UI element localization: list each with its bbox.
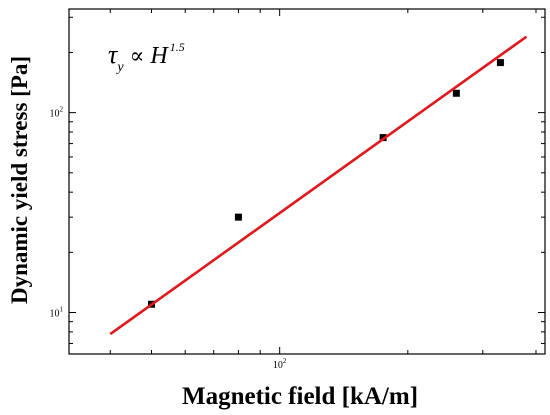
y-tick-label: 101 bbox=[50, 306, 64, 320]
y-axis-title: Dynamic yield stress [Pa] bbox=[7, 56, 32, 304]
x-tick-label: 102 bbox=[273, 357, 287, 371]
data-point bbox=[234, 213, 242, 221]
data-point bbox=[452, 89, 460, 97]
plot-series bbox=[109, 35, 528, 336]
plot-frame bbox=[68, 8, 546, 355]
tick-labels: 102 101 102 bbox=[50, 106, 287, 371]
y-tick-label: 102 bbox=[50, 106, 64, 120]
annotation: τy ∝ H 1.5 bbox=[108, 40, 185, 75]
x-axis-title: Magnetic field [kA/m] bbox=[182, 383, 418, 410]
data-point bbox=[496, 59, 504, 67]
fit-line bbox=[109, 35, 528, 336]
axis-ticks bbox=[69, 9, 545, 354]
